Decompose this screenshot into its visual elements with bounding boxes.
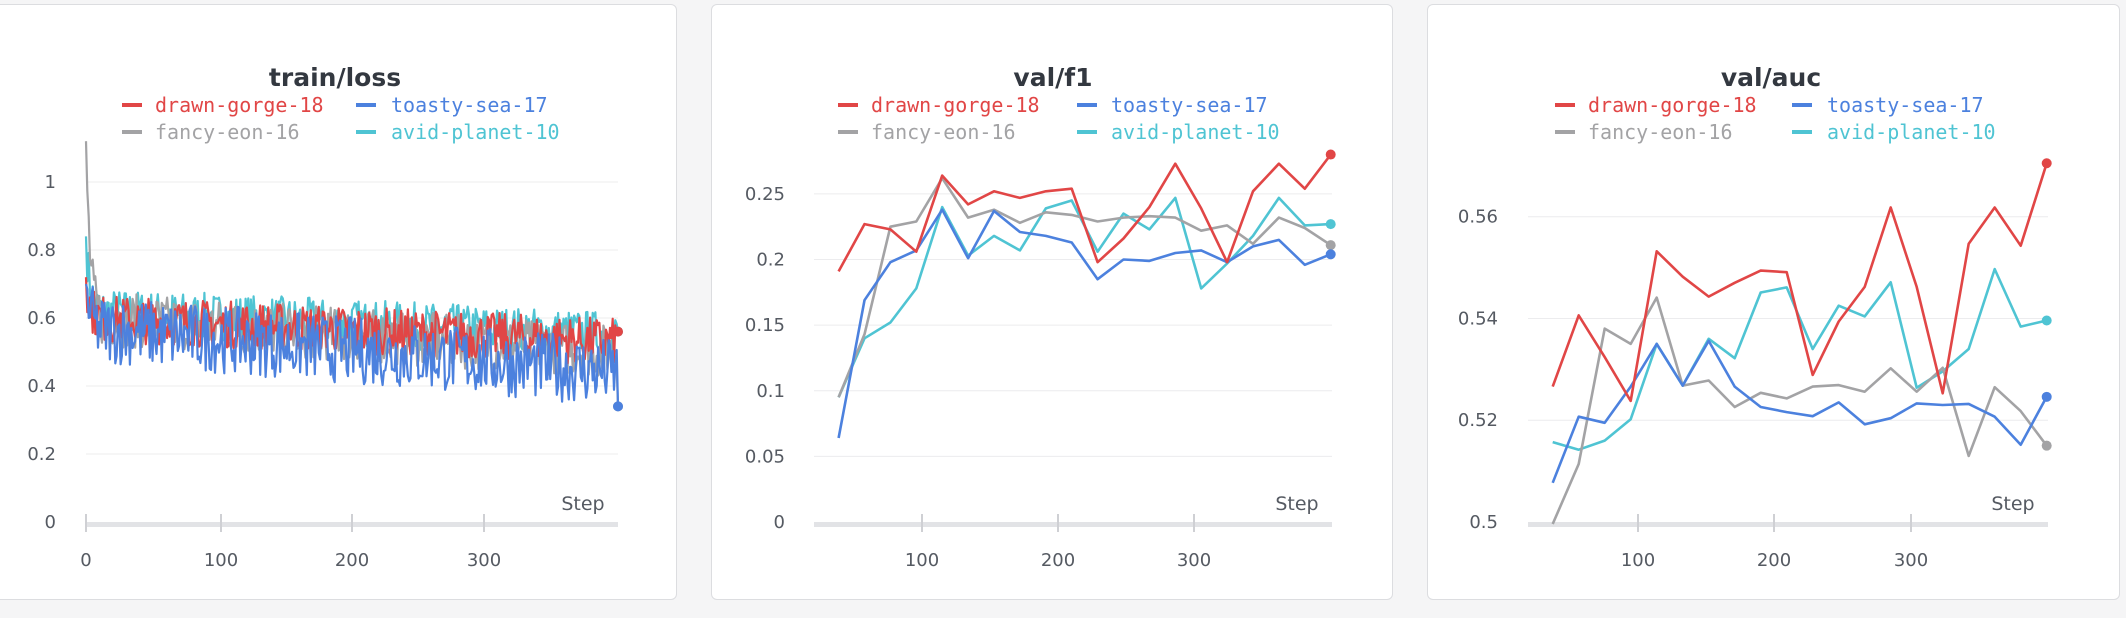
- y-tick-label: 0.05: [745, 446, 785, 467]
- series-line-fancy-eon-16: [1551, 296, 2048, 525]
- x-tick-label: 300: [467, 550, 501, 571]
- y-tick-label: 0.2: [27, 444, 56, 465]
- x-axis: [814, 522, 1332, 527]
- x-tick-label: 300: [1894, 550, 1928, 571]
- x-tick-label: 0: [80, 550, 91, 571]
- x-tick-label: 200: [335, 550, 369, 571]
- x-axis-label: Step: [1991, 493, 2034, 515]
- series-line-drawn-gorge-18: [837, 153, 1332, 273]
- val-f1-panel: [711, 4, 1393, 600]
- series-end-point-drawn-gorge-18: [2041, 158, 2052, 169]
- series-line-toasty-sea-17: [837, 208, 1332, 439]
- y-tick-label: 0.15: [745, 315, 785, 336]
- val-auc-panel: [1427, 4, 2120, 600]
- series-end-point-drawn-gorge-18: [613, 326, 623, 337]
- series-end-point-avid-planet-10: [2041, 315, 2052, 326]
- x-tick-label: 200: [1041, 550, 1075, 571]
- legend-label-toasty-sea-17: toasty-sea-17: [1111, 93, 1268, 117]
- series-line-fancy-eon-16: [837, 176, 1332, 398]
- series-line-toasty-sea-17: [1551, 339, 2048, 484]
- x-axis-label: Step: [561, 493, 604, 515]
- series-end-point-toasty-sea-17: [613, 401, 623, 412]
- y-tick-label: 0.6: [27, 308, 56, 329]
- y-tick-label: 0.1: [756, 381, 785, 402]
- series-line-drawn-gorge-18: [1551, 162, 2048, 403]
- series-end-point-toasty-sea-17: [2041, 391, 2052, 402]
- series-end-point-fancy-eon-16: [2041, 440, 2052, 451]
- y-tick-label: 1: [45, 172, 56, 193]
- legend-label-drawn-gorge-18: drawn-gorge-18: [871, 93, 1040, 117]
- x-axis: [1528, 522, 2048, 527]
- y-tick-label: 0.54: [1458, 308, 1498, 329]
- legend-label-toasty-sea-17: toasty-sea-17: [1827, 93, 1984, 117]
- legend-label-fancy-eon-16: fancy-eon-16: [1588, 120, 1733, 144]
- y-tick-label: 0.8: [27, 240, 56, 261]
- chart-title: train/loss: [269, 63, 401, 92]
- y-tick-label: 0.52: [1458, 410, 1498, 431]
- series-line-avid-planet-10: [1552, 267, 2047, 451]
- x-tick-label: 300: [1177, 550, 1211, 571]
- series-end-point-avid-planet-10: [1325, 219, 1336, 230]
- chart-title: val/f1: [1013, 63, 1092, 92]
- y-tick-label: 0.4: [27, 376, 56, 397]
- legend-label-avid-planet-10: avid-planet-10: [391, 120, 560, 144]
- x-axis-label: Step: [1275, 493, 1318, 515]
- y-tick-label: 0: [45, 512, 56, 533]
- legend-label-avid-planet-10: avid-planet-10: [1111, 120, 1280, 144]
- legend-label-fancy-eon-16: fancy-eon-16: [155, 120, 300, 144]
- series-end-point-drawn-gorge-18: [1325, 149, 1336, 160]
- y-tick-label: 0: [774, 512, 785, 533]
- x-tick-label: 200: [1757, 550, 1791, 571]
- series-line-fancy-eon-16: [84, 141, 620, 407]
- series-end-point-toasty-sea-17: [1325, 249, 1336, 260]
- series-end-point-fancy-eon-16: [1325, 240, 1336, 251]
- y-tick-label: 0.5: [1469, 512, 1498, 533]
- legend-label-fancy-eon-16: fancy-eon-16: [871, 120, 1016, 144]
- legend-label-drawn-gorge-18: drawn-gorge-18: [155, 93, 324, 117]
- x-tick-label: 100: [1621, 550, 1655, 571]
- legend-label-drawn-gorge-18: drawn-gorge-18: [1588, 93, 1757, 117]
- chart-title: val/auc: [1721, 63, 1821, 92]
- x-tick-label: 100: [204, 550, 238, 571]
- y-tick-label: 0.2: [756, 250, 785, 271]
- x-tick-label: 100: [905, 550, 939, 571]
- legend-label-avid-planet-10: avid-planet-10: [1827, 120, 1996, 144]
- y-tick-label: 0.56: [1458, 207, 1498, 228]
- series-line-toasty-sea-17: [84, 283, 620, 407]
- y-tick-label: 0.25: [745, 184, 785, 205]
- legend-label-toasty-sea-17: toasty-sea-17: [391, 93, 548, 117]
